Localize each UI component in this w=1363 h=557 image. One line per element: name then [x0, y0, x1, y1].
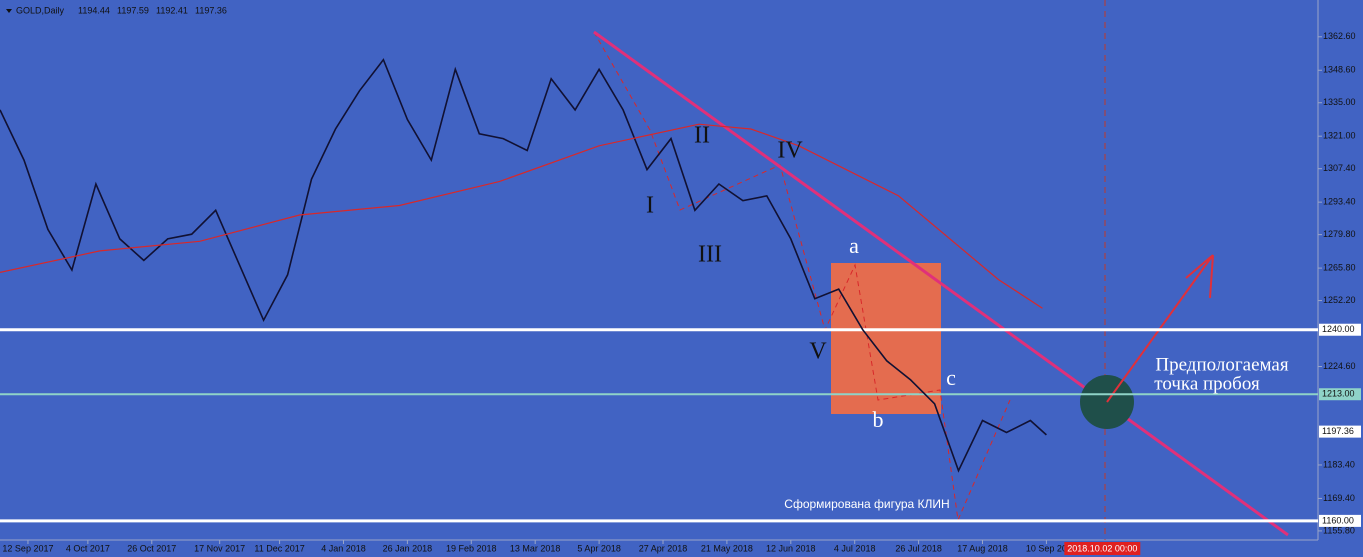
- annotation: III: [698, 242, 722, 268]
- price-line: [0, 58, 1047, 473]
- annotation: точка пробоя: [1154, 373, 1260, 394]
- level-label: 1160.00: [1322, 515, 1354, 525]
- y-tick-label: 1155.80: [1323, 525, 1355, 535]
- annotation: a: [849, 233, 859, 258]
- moving-average: [0, 123, 1043, 309]
- y-tick-label: 1335.00: [1323, 97, 1356, 107]
- wave-lines: [593, 31, 1011, 522]
- ohlc-value: 1192.41: [156, 5, 188, 15]
- x-tick-label: 12 Sep 2017: [2, 543, 53, 553]
- x-tick-label: 26 Oct 2017: [127, 543, 176, 553]
- ohlc-value: 1197.59: [117, 5, 149, 15]
- x-tick-label: 26 Jul 2018: [895, 543, 942, 553]
- cursor-date-label: 2018.10.02 00:00: [1067, 543, 1137, 553]
- trend-line: [593, 30, 1289, 537]
- annotation: IV: [777, 138, 803, 164]
- y-tick-label: 1307.40: [1323, 163, 1356, 173]
- ohlc-value: 1194.44: [78, 5, 110, 15]
- annotation: V: [809, 339, 827, 365]
- x-tick-label: 19 Feb 2018: [446, 543, 497, 553]
- x-tick-label: 12 Jun 2018: [766, 543, 816, 553]
- x-tick-label: 5 Apr 2018: [577, 543, 621, 553]
- x-tick-label: 4 Jan 2018: [321, 543, 366, 553]
- y-tick-label: 1279.80: [1323, 229, 1356, 239]
- annotation: b: [873, 407, 884, 432]
- y-tick-label: 1362.60: [1323, 31, 1356, 41]
- y-tick-label: 1293.40: [1323, 197, 1356, 207]
- x-tick-label: 13 Mar 2018: [510, 543, 561, 553]
- menu-arrow: [6, 9, 12, 13]
- x-tick-label: 11 Dec 2017: [254, 543, 304, 553]
- annotation: II: [694, 123, 710, 149]
- level-box: [1319, 388, 1361, 401]
- annotation: c: [946, 365, 956, 390]
- y-tick-label: 1183.40: [1323, 459, 1355, 469]
- y-tick-label: 1252.20: [1323, 295, 1356, 305]
- level-box: [1319, 514, 1361, 527]
- level-label: 1240.00: [1322, 324, 1355, 334]
- symbol: GOLD,Daily: [16, 5, 65, 15]
- ohlc-value: 1197.36: [195, 5, 227, 15]
- last-price-label: 1197.36: [1322, 426, 1354, 436]
- x-tick-label: 4 Oct 2017: [66, 543, 110, 553]
- y-tick-label: 1265.80: [1323, 262, 1356, 272]
- annotation: Сформирована фигура КЛИН: [784, 497, 949, 511]
- x-tick-label: 17 Aug 2018: [957, 543, 1008, 553]
- x-tick-label: 26 Jan 2018: [383, 543, 433, 553]
- x-tick-label: 27 Apr 2018: [639, 543, 688, 553]
- annotation: Предпологаемая: [1155, 354, 1288, 375]
- y-tick-label: 1321.00: [1323, 131, 1356, 141]
- x-tick-label: 10 Sep 20: [1026, 543, 1067, 553]
- x-tick-label: 4 Jul 2018: [834, 543, 876, 553]
- x-tick-label: 17 Nov 2017: [194, 543, 245, 553]
- level-box: [1319, 323, 1361, 336]
- x-tick-label: 21 May 2018: [701, 543, 753, 553]
- orange-zone: [831, 263, 941, 414]
- y-tick-label: 1348.60: [1323, 65, 1356, 75]
- cursor-date-box: [1064, 542, 1141, 555]
- y-tick-label: 1224.60: [1323, 361, 1356, 371]
- last-price-box: [1319, 425, 1361, 438]
- y-tick-label: 1169.40: [1323, 493, 1355, 503]
- level-label: 1213.00: [1322, 389, 1355, 399]
- annotation: I: [646, 193, 654, 219]
